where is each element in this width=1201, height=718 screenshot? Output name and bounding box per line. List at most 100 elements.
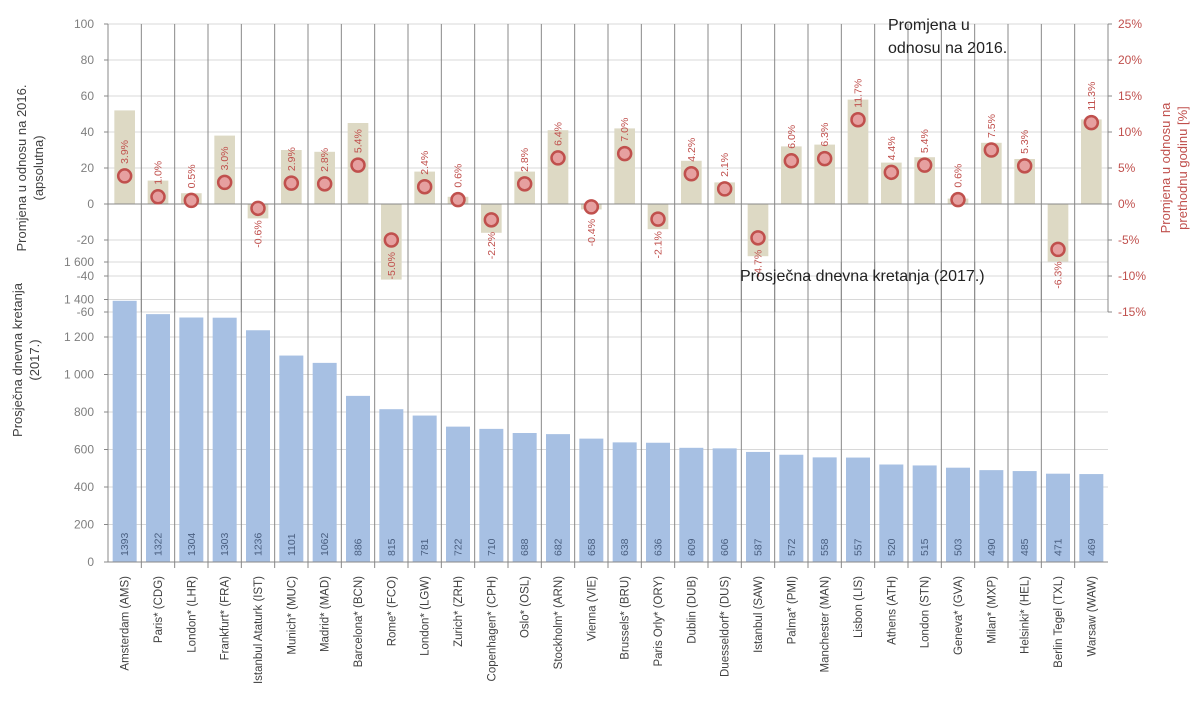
top-marker	[350, 157, 366, 173]
bottom-value-label: 658	[586, 538, 598, 556]
top-right-tick-label: -10%	[1118, 269, 1146, 283]
category-label: Helsinki* (HEL)	[1020, 576, 1032, 654]
top-right-tick-label: 25%	[1118, 17, 1142, 31]
category-label: Berlin Tegel (TXL)	[1053, 576, 1065, 668]
top-pct-label: 5.4%	[919, 129, 931, 153]
bottom-bar	[679, 447, 704, 562]
top-marker	[883, 164, 900, 181]
bottom-value-label: 471	[1053, 538, 1065, 556]
bottom-bar	[479, 428, 504, 562]
top-pct-label: 2.9%	[286, 147, 298, 171]
top-marker	[150, 189, 166, 205]
bottom-bar	[312, 362, 337, 562]
top-marker	[483, 212, 500, 228]
top-left-tick-label: -40	[77, 269, 95, 283]
top-right-tick-label: -15%	[1118, 305, 1146, 319]
bottom-bar	[412, 415, 437, 562]
top-bar	[981, 142, 1002, 204]
bottom-value-label: 1101	[286, 533, 298, 556]
bottom-left-tick-label: 200	[74, 518, 94, 532]
top-marker	[250, 200, 266, 217]
category-label: Vienna (VIE)	[586, 576, 598, 641]
bottom-value-label: 1303	[219, 532, 231, 556]
top-marker	[450, 191, 466, 208]
bottom-left-tick-label: 1 600	[64, 255, 94, 269]
top-left-tick-label: -20	[77, 233, 95, 247]
top-marker	[850, 112, 866, 128]
bottom-value-label: 1322	[153, 532, 165, 556]
top-pct-label: 5.3%	[1019, 130, 1031, 154]
category-label: Geneva* (GVA)	[953, 576, 965, 655]
bottom-value-label: 1062	[319, 532, 331, 556]
bottom-bar	[612, 442, 637, 562]
bottom-bar	[779, 454, 804, 562]
bottom-value-label: 815	[386, 538, 398, 556]
category-label: Stockholm* (ARN)	[553, 576, 565, 669]
bottom-left-tick-label: 400	[74, 480, 94, 494]
top-pct-label: -5.0%	[386, 252, 398, 279]
bottom-value-label: 886	[353, 538, 365, 556]
top-marker	[983, 142, 1000, 158]
category-label: Zurich* (ZRH)	[453, 576, 465, 647]
bottom-bar	[646, 442, 670, 562]
category-label: Paris* (CDG)	[153, 576, 165, 643]
category-label: Frankfurt* (FRA)	[220, 576, 232, 661]
category-label: Paris Orly* (ORY)	[653, 576, 665, 667]
category-label: Manchester (MAN)	[820, 576, 832, 673]
bottom-bar	[512, 433, 537, 562]
category-label: Barcelona* (BCN)	[353, 576, 365, 668]
bottom-value-label: 638	[619, 538, 631, 556]
top-marker	[316, 176, 333, 192]
top-pct-label: 2.1%	[719, 153, 731, 177]
top-marker	[216, 174, 233, 191]
top-right-axis-title-line: prethodnu godinu [%]	[1175, 106, 1190, 230]
top-marker	[516, 176, 533, 192]
top-pct-label: 6.4%	[553, 122, 565, 146]
top-panel-title-line: odnosu na 2016.	[888, 40, 1007, 57]
top-marker	[583, 199, 600, 215]
top-bar	[1081, 119, 1102, 204]
bottom-bar	[112, 300, 137, 562]
top-left-axis-title-line: (apsolutna)	[31, 135, 46, 200]
bottom-bar	[246, 330, 270, 562]
bottom-bar	[212, 317, 237, 562]
top-bar	[614, 128, 635, 204]
top-left-tick-label: 20	[81, 161, 95, 175]
top-marker	[550, 150, 566, 166]
bottom-left-tick-label: 800	[74, 405, 94, 419]
bottom-value-label: 636	[653, 538, 665, 556]
category-label: Copenhagen* (CPH)	[486, 576, 498, 682]
top-pct-label: -4.7%	[753, 250, 765, 277]
bottom-value-label: 1304	[186, 532, 198, 556]
bottom-value-label: 710	[486, 538, 498, 556]
top-pct-label: 11.3%	[1086, 82, 1098, 111]
labels: 100 25% 80 20% 60 15% 40 10% 20 5% 0 0% -20 -5% -40 -10…	[10, 17, 1190, 684]
bottom-value-label: 1393	[119, 532, 131, 556]
top-marker	[816, 150, 833, 167]
category-label: London* (LHR)	[186, 576, 198, 653]
category-label: Oslo* (OSL)	[520, 576, 532, 638]
category-label: Istanbul Ataturk (IST)	[253, 576, 265, 684]
top-marker	[916, 157, 933, 173]
top-left-axis-title: Promjena u odnosu na 2016. (apsolutna)	[14, 85, 46, 252]
top-right-tick-label: 0%	[1118, 197, 1136, 211]
bottom-left-tick-label: 1 000	[64, 368, 94, 382]
bottom-bar	[912, 465, 937, 562]
top-marker	[616, 145, 633, 162]
bottom-value-label: 688	[519, 538, 531, 556]
top-left-tick-label: -60	[77, 305, 95, 319]
top-pct-label: 3.9%	[119, 140, 131, 164]
bottom-value-label: 572	[786, 538, 798, 556]
bottom-bar	[812, 457, 837, 562]
top-pct-label: 6.3%	[819, 123, 831, 147]
top-pct-label: -2.1%	[653, 231, 665, 258]
bottom-left-tick-label: 600	[74, 443, 94, 457]
top-pct-label: 6.0%	[786, 125, 798, 149]
bottom-value-label: 1236	[253, 532, 265, 556]
top-right-tick-label: 20%	[1118, 53, 1142, 67]
top-marker	[950, 191, 966, 208]
top-left-tick-label: 0	[87, 197, 94, 211]
top-right-axis-title-line: Promjena u odnosu na	[1158, 102, 1173, 234]
top-panel-title-line: Promjena u	[888, 17, 970, 34]
top-pct-label: -2.2%	[486, 232, 498, 259]
